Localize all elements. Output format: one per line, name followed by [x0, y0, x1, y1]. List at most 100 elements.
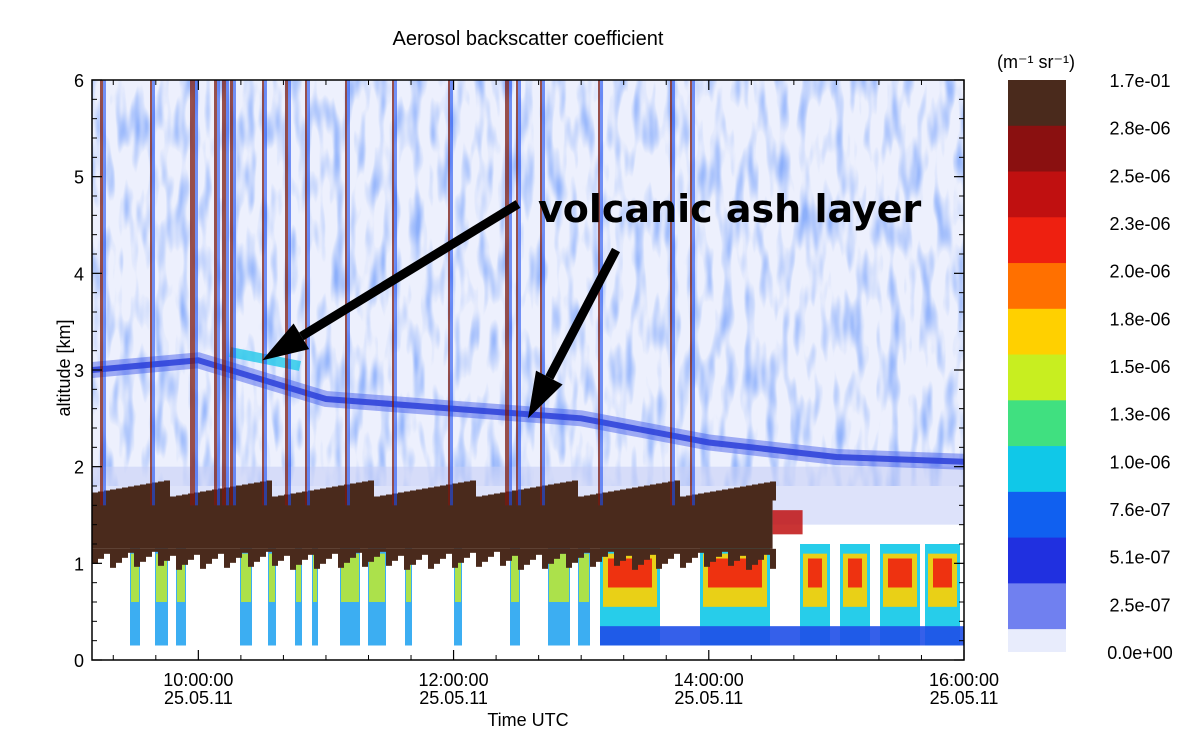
- x-axis: 10:00:0025.05.1112:00:0025.05.1114:00:00…: [112, 80, 999, 708]
- cloud-top-cell: [332, 486, 338, 501]
- colorbar-unit-label: (m⁻¹ sr⁻¹): [997, 52, 1075, 72]
- cloud-top-cell: [758, 483, 764, 501]
- cloud-bottom-cell: [506, 548, 512, 561]
- cloud-bottom-cell: [410, 548, 416, 565]
- cloud-bottom-cell: [104, 548, 110, 554]
- cloud-bottom-cell: [200, 548, 206, 569]
- noise-streak-edge: [347, 80, 350, 506]
- cloud-top-cell: [374, 496, 380, 501]
- low-plume-core: [933, 558, 952, 588]
- colorbar-swatch: [1008, 171, 1066, 218]
- cloud-bottom-cell: [728, 548, 734, 566]
- cloud-bottom-cell: [704, 548, 710, 567]
- cloud-bottom-cell: [722, 548, 728, 552]
- ground-layer: [600, 626, 964, 646]
- cloud-top-cell: [626, 488, 632, 501]
- noise-streak: [540, 80, 542, 506]
- cloud-top-cell: [110, 489, 116, 501]
- y-tick-label: 6: [74, 71, 84, 91]
- cloud-top-cell: [488, 494, 494, 501]
- cloud-bottom-cell: [524, 548, 530, 565]
- cloud-top-cell: [716, 490, 722, 501]
- cloud-bottom-cell: [398, 548, 404, 556]
- cloud-bottom-cell: [674, 548, 680, 554]
- y-tick-label: 3: [74, 361, 84, 381]
- cloud-bottom-cell: [548, 548, 554, 564]
- cloud-top-cell: [248, 483, 254, 501]
- cloud-bottom-cell: [92, 548, 98, 564]
- cloud-bottom-cell: [446, 548, 452, 554]
- cloud-bottom-cell: [422, 548, 428, 555]
- cloud-bottom-cell: [440, 548, 446, 559]
- cloud-top-cell: [554, 483, 560, 501]
- cloud-bottom-cell: [386, 548, 392, 566]
- cloud-top-cell: [200, 491, 206, 501]
- below-cloud-column-core: [511, 553, 519, 602]
- cloud-top-cell: [470, 480, 476, 501]
- cloud-bottom-cell: [116, 548, 122, 563]
- cloud-top-cell: [524, 488, 530, 501]
- cloud-top-cell: [686, 495, 692, 501]
- cloud-top-cell: [770, 481, 776, 501]
- cloud-top-cell: [278, 495, 284, 501]
- low-plume-core: [888, 558, 912, 588]
- cloud-bottom-cell: [488, 548, 494, 557]
- noise-streak-edge: [264, 80, 267, 506]
- below-cloud-column-core: [406, 553, 411, 602]
- cloud-top-cell: [134, 485, 140, 501]
- cloud-bottom-cell: [212, 548, 218, 559]
- cloud-top-cell: [326, 487, 332, 501]
- cloud-top-cell: [290, 493, 296, 501]
- cloud-bottom-cell: [266, 548, 272, 552]
- noise-streak-edge: [450, 80, 453, 506]
- colorbar-swatch: [1008, 583, 1066, 630]
- noise-streak: [392, 80, 394, 506]
- cloud-bottom-cell: [164, 548, 170, 561]
- colorbar-swatch: [1008, 125, 1066, 173]
- cloud-bottom-cell: [392, 548, 398, 561]
- x-tick-label-time: 16:00:00: [929, 670, 999, 690]
- cloud-top-cell: [464, 481, 470, 501]
- noise-streak-edge: [288, 80, 291, 506]
- cloud-bottom-cell: [224, 548, 230, 568]
- y-axis-label: altitude [km]: [54, 319, 74, 416]
- cloud-bottom-cell: [206, 548, 212, 564]
- cloud-bottom-cell: [176, 548, 182, 570]
- cloud-bottom-cell: [296, 548, 302, 565]
- noise-streak-edge: [217, 80, 220, 506]
- cloud-top-cell: [368, 480, 374, 501]
- cloud-bottom-cell: [560, 548, 566, 554]
- cloud-top-cell: [662, 482, 668, 501]
- cloud-bottom-cell: [518, 548, 524, 570]
- noise-streak-edge: [195, 80, 198, 506]
- colorbar-label: 2.0e-06: [1109, 262, 1170, 282]
- cloud-bottom-cell: [218, 548, 224, 554]
- cloud-bottom-cell: [230, 548, 236, 563]
- cloud-bottom-cell: [710, 548, 716, 562]
- chart-title: Aerosol backscatter coefficient: [393, 28, 664, 50]
- below-cloud-column-core: [177, 553, 185, 602]
- cloud-top-cell: [422, 488, 428, 501]
- cloud-bottom-cell: [380, 548, 386, 552]
- cloud-bottom-cell: [254, 548, 260, 562]
- colorbar-label: 1.0e-06: [1109, 452, 1170, 472]
- cloud-top-cell: [452, 483, 458, 501]
- cloud-bottom-cell: [620, 548, 626, 561]
- cloud-bottom-cell: [770, 548, 776, 569]
- cloud-bottom-cell: [602, 548, 608, 557]
- noise-streak-edge: [600, 80, 603, 506]
- cloud-bottom-cell: [512, 548, 518, 556]
- cloud-top-cell: [650, 484, 656, 501]
- below-cloud-column-core: [156, 553, 167, 602]
- cloud-bottom-cell: [740, 548, 746, 556]
- cloud-top-cell: [560, 482, 566, 501]
- cloud-top-cell: [764, 482, 770, 501]
- cloud-bottom-cell: [248, 548, 254, 567]
- cloud-top-cell: [164, 480, 170, 501]
- cloud-top-cell: [704, 492, 710, 501]
- cloud-bottom-cell: [644, 548, 650, 560]
- below-cloud-column-core: [341, 553, 359, 602]
- cloud-bottom-cell: [578, 548, 584, 558]
- cloud-top-cell: [548, 484, 554, 501]
